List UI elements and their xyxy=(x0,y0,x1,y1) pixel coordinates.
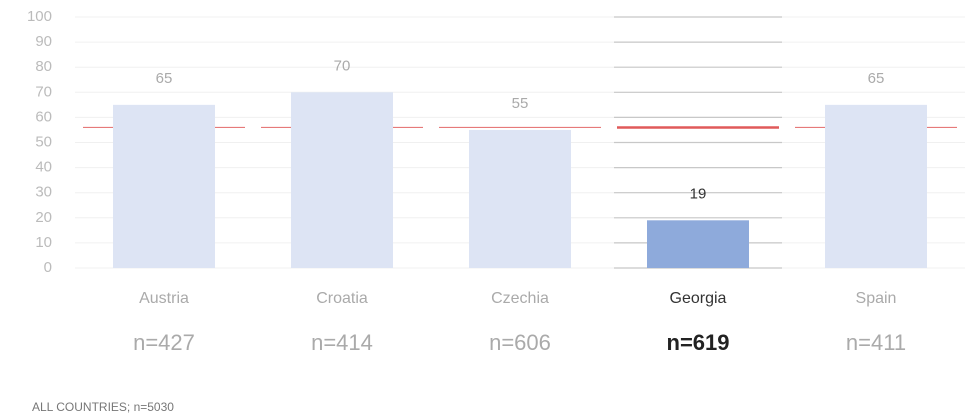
data-label: 65 xyxy=(156,70,173,87)
y-tick-label: 20 xyxy=(35,209,52,226)
y-tick-label: 70 xyxy=(35,83,52,100)
x-tick-label: Czechia xyxy=(491,290,549,307)
y-tick-label: 40 xyxy=(35,159,52,176)
y-tick-label: 50 xyxy=(35,133,52,150)
sample-size: n=411 xyxy=(846,330,906,355)
x-tick-label: Spain xyxy=(856,290,897,307)
sample-size: n=619 xyxy=(667,330,730,355)
data-label: 70 xyxy=(334,57,351,74)
y-tick-label: 10 xyxy=(35,234,52,251)
y-tick-label: 100 xyxy=(27,8,52,25)
sample-size: n=606 xyxy=(489,330,551,355)
bar xyxy=(113,104,215,268)
data-label: 65 xyxy=(868,70,885,87)
footnote: ALL COUNTRIES; n=5030 xyxy=(32,400,174,414)
y-tick-label: 30 xyxy=(35,184,52,201)
bar xyxy=(647,220,749,268)
sample-size: n=414 xyxy=(311,330,373,355)
sample-size: n=427 xyxy=(133,330,195,355)
x-tick-label: Georgia xyxy=(670,290,727,307)
data-label: 55 xyxy=(512,95,529,112)
bar xyxy=(825,104,927,268)
y-tick-label: 60 xyxy=(35,108,52,125)
x-tick-label: Croatia xyxy=(316,290,368,307)
bar xyxy=(469,129,571,268)
x-tick-label: Austria xyxy=(139,290,189,307)
data-label: 19 xyxy=(690,185,707,202)
y-tick-label: 0 xyxy=(44,259,52,276)
bar xyxy=(291,92,393,268)
y-tick-label: 80 xyxy=(35,58,52,75)
y-tick-label: 90 xyxy=(35,33,52,50)
